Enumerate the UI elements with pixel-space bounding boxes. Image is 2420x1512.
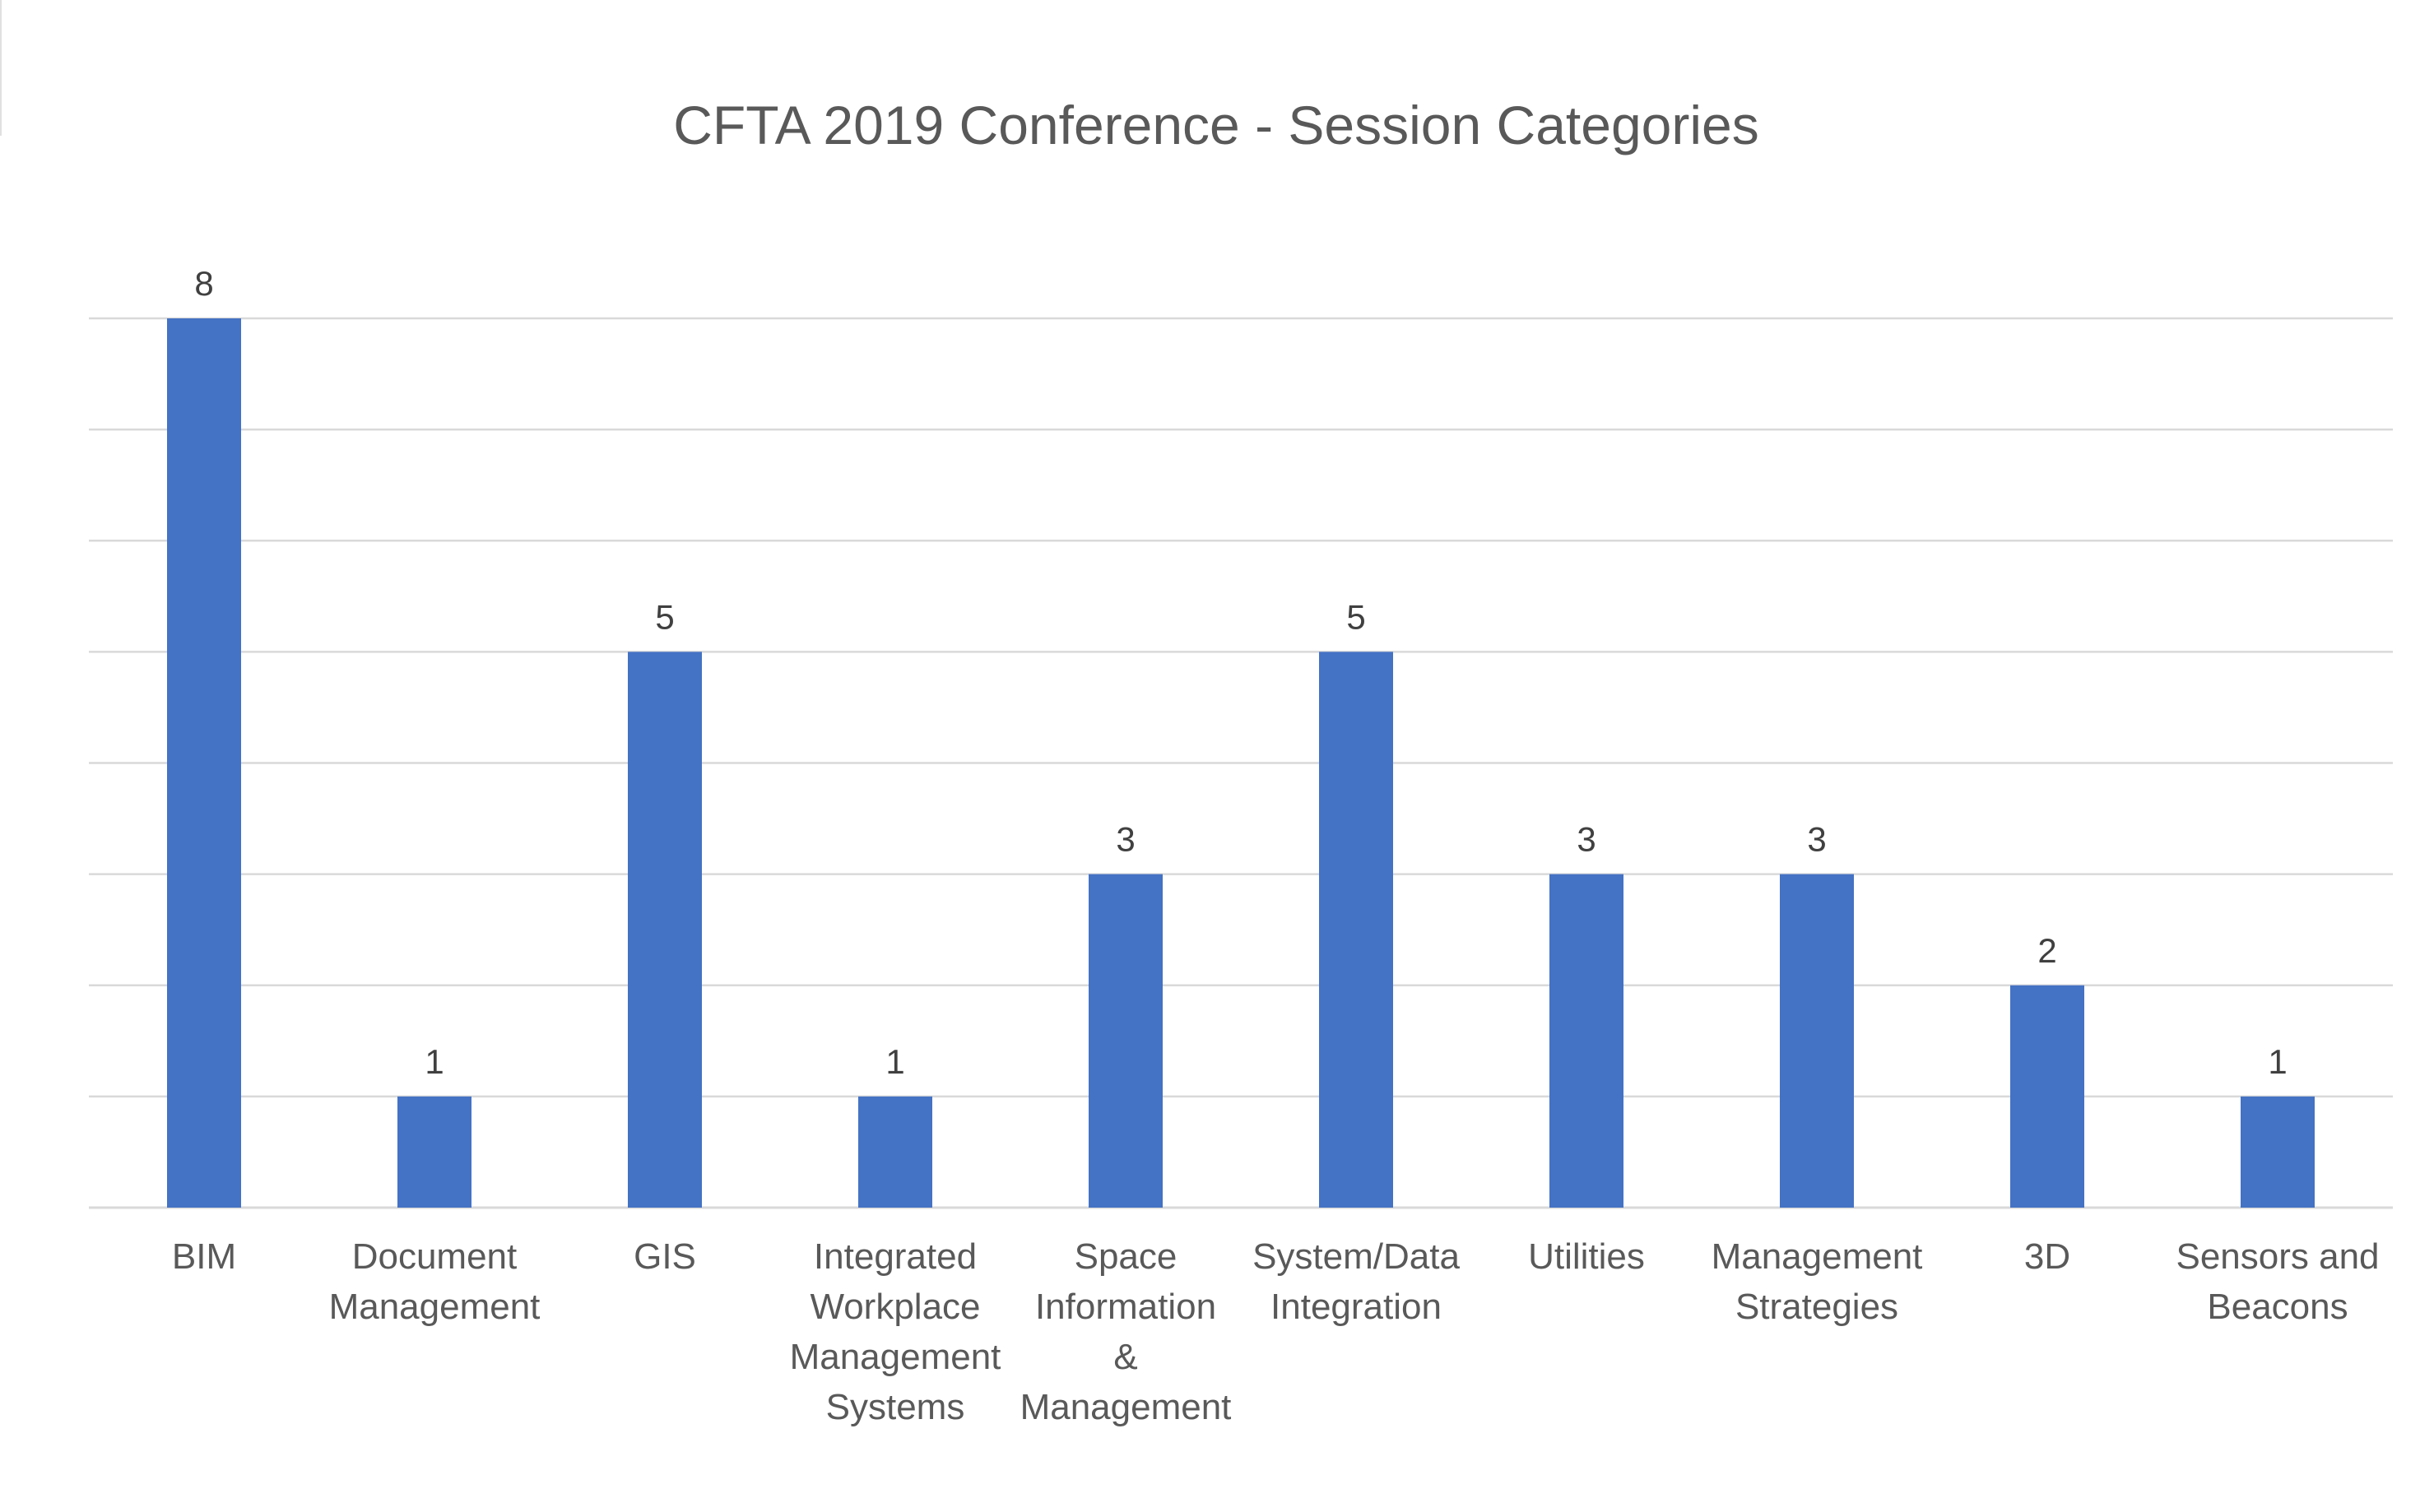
category-tick-label: Management Strategies <box>1712 1236 1923 1327</box>
category-tick-label-line: Integration <box>1270 1287 1442 1327</box>
category-tick-label: Utilities <box>1528 1236 1645 1277</box>
category-tick-labels: BIM Document Management GIS Integrated Workpl… <box>172 1236 2380 1427</box>
data-labels: 8 1 5 1 3 5 3 3 2 1 <box>194 264 2287 1081</box>
bar <box>628 652 702 1208</box>
data-label: 1 <box>425 1042 444 1081</box>
category-tick-label-line: Management <box>790 1337 1001 1377</box>
category-tick-label-line: Management <box>329 1287 541 1327</box>
category-tick-label-line: Information <box>1035 1287 1216 1327</box>
data-label: 5 <box>655 597 674 636</box>
bar <box>167 318 241 1208</box>
category-tick-label: 3D <box>2024 1236 2070 1277</box>
bar <box>1549 874 1623 1208</box>
category-tick-label: Integrated Workplace Management Systems <box>790 1236 1001 1427</box>
category-tick-label-line: Space <box>1075 1236 1177 1277</box>
category-tick-label: System/Data Integration <box>1252 1236 1460 1327</box>
category-tick-label-line: Integrated <box>814 1236 977 1277</box>
data-label: 8 <box>194 264 213 303</box>
category-tick-label-line: Management <box>1712 1236 1923 1277</box>
bar <box>2010 985 2084 1208</box>
category-tick-label-line: Sensors and <box>2176 1236 2379 1277</box>
data-label: 3 <box>1807 820 1826 859</box>
category-tick-label-line: System/Data <box>1252 1236 1460 1277</box>
category-tick-label: BIM <box>172 1236 236 1277</box>
category-tick-label-line: Utilities <box>1528 1236 1645 1277</box>
category-tick-label: Sensors and Beacons <box>2176 1236 2379 1327</box>
data-label: 5 <box>1346 597 1365 636</box>
gridlines <box>89 317 2393 1209</box>
bar <box>397 1096 471 1208</box>
category-tick-label-line: GIS <box>634 1236 696 1277</box>
category-tick-label: GIS <box>634 1236 696 1277</box>
data-label: 3 <box>1116 820 1135 859</box>
category-tick-label: Space Information & Management <box>1020 1236 1232 1427</box>
bar <box>1089 874 1163 1208</box>
category-tick-label-line: Management <box>1020 1387 1232 1427</box>
bar <box>1780 874 1854 1208</box>
category-tick-label-line: Systems <box>826 1387 965 1427</box>
data-label: 1 <box>885 1042 904 1081</box>
category-tick-label-line: BIM <box>172 1236 236 1277</box>
category-tick-label-line: Strategies <box>1735 1287 1898 1327</box>
category-tick-label-line: Beacons <box>2207 1287 2348 1327</box>
category-tick-label-line: & <box>1113 1337 1137 1377</box>
category-tick-label-line: Document <box>352 1236 518 1277</box>
data-label: 3 <box>1577 820 1596 859</box>
bars <box>167 318 2315 1208</box>
category-tick-label-line: 3D <box>2024 1236 2070 1277</box>
data-label: 2 <box>2037 931 2056 970</box>
category-tick-label: Document Management <box>329 1236 541 1327</box>
bar <box>858 1096 932 1208</box>
bar <box>2241 1096 2315 1208</box>
chart-title: CFTA 2019 Conference - Session Categorie… <box>673 95 1758 155</box>
category-tick-label-line: Workplace <box>810 1287 980 1327</box>
data-label: 1 <box>2268 1042 2287 1081</box>
bar <box>1319 652 1393 1208</box>
